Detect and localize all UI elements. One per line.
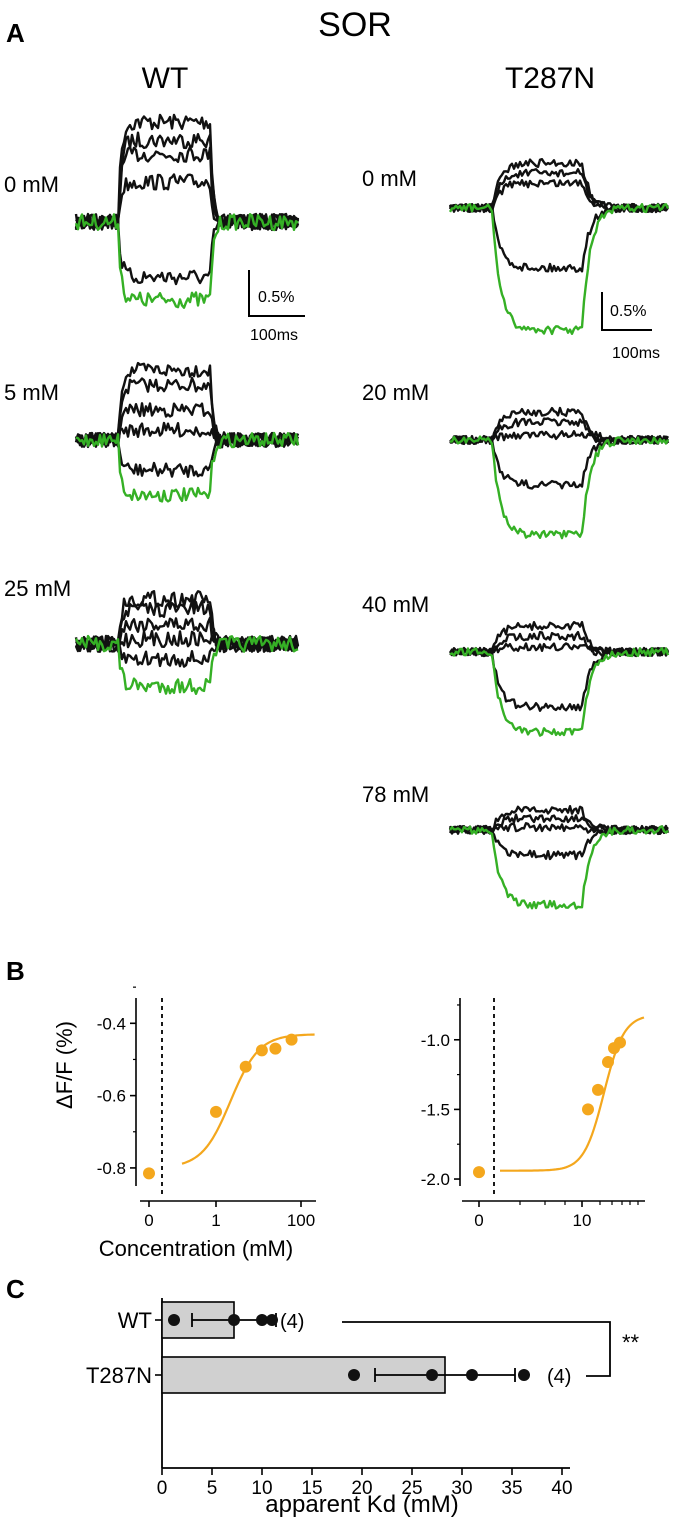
panel-letter-b: B: [6, 956, 25, 986]
trace-black: [448, 822, 669, 835]
b-right-x-tick-label: 10: [573, 1211, 592, 1230]
b-right-y-tick-label: -2.0: [421, 1170, 450, 1189]
trace-group: [74, 361, 300, 503]
wt-row-label-0: 0 mM: [4, 172, 59, 197]
b-right-y-tick-label: -1.0: [421, 1031, 450, 1050]
panel-letter-c: C: [6, 1274, 25, 1304]
b-right-point: [582, 1103, 594, 1116]
b-left-ylabel: ΔF/F (%): [52, 1021, 77, 1109]
b-right-x-tick-label: 0: [474, 1211, 483, 1230]
trace-group: [448, 158, 670, 336]
trace-green: [74, 213, 299, 309]
c-point: [266, 1314, 278, 1326]
c-x-tick-label: 25: [401, 1478, 422, 1499]
mut-scale-x-label: 100ms: [612, 345, 660, 362]
trace-group: [74, 113, 300, 309]
chart-b-left: -0.4 -0.6 -0.8 0 1 100: [97, 986, 316, 1230]
trace-green: [448, 203, 670, 336]
b-right-point: [592, 1083, 604, 1096]
mut-row-label-1: 20 mM: [362, 380, 429, 405]
b-left-point: [285, 1033, 298, 1046]
b-left-point: [269, 1042, 282, 1055]
wt-scale-bar: 0.5% 100ms: [248, 270, 305, 344]
c-significance-label: **: [622, 1330, 640, 1355]
b-left-point: [239, 1060, 252, 1073]
c-n-label: (4): [280, 1311, 304, 1333]
trace-green: [449, 825, 669, 910]
mut-header: T287N: [505, 62, 595, 95]
b-left-y-tick-label: -0.4: [97, 1014, 126, 1033]
trace-black: [74, 113, 300, 232]
c-x-tick-label: 35: [501, 1478, 522, 1499]
wt-row-label-1: 5 mM: [4, 380, 59, 405]
c-x-tick-label: 20: [351, 1478, 372, 1499]
b-left-x-tick-label: 1: [211, 1211, 220, 1230]
b-left-y-tick-label: -0.6: [97, 1087, 126, 1106]
chart-b-right: -1.0 -1.5 -2.0 0 10: [421, 998, 645, 1230]
b-left-x-tick-label: 0: [144, 1211, 153, 1230]
mut-scale-y-label: 0.5%: [610, 303, 646, 320]
c-x-tick-label: 15: [301, 1478, 322, 1499]
trace-group: [448, 805, 670, 910]
c-point: [168, 1314, 180, 1326]
c-point: [348, 1369, 360, 1381]
c-point: [426, 1369, 438, 1381]
c-category-label: WT: [118, 1308, 152, 1333]
trace-green: [74, 634, 299, 695]
chart-c: 0 5 10 15 20 25 30 35 40 WT (4) T287N (4) **: [86, 1298, 640, 1499]
b-left-x-tick-label: 100: [287, 1211, 315, 1230]
c-point: [256, 1314, 268, 1326]
mut-scale-bar: 0.5% 100ms: [601, 292, 660, 362]
c-x-tick-label: 0: [157, 1478, 168, 1499]
b-left-point: [143, 1167, 155, 1180]
b-left-point: [210, 1105, 222, 1118]
wt-scale-y-label: 0.5%: [258, 289, 294, 306]
b-right-point: [602, 1056, 614, 1069]
trace-group: [74, 590, 300, 695]
trace-green: [449, 647, 670, 737]
wt-row-label-2: 25 mM: [4, 576, 71, 601]
b-left-point: [255, 1044, 268, 1057]
c-xlabel: apparent Kd (mM): [265, 1491, 458, 1518]
trace-group: [449, 406, 670, 540]
trace-black: [449, 202, 669, 273]
trace-group: [448, 620, 670, 737]
wt-header: WT: [142, 62, 189, 95]
b-right-y-tick-label: -1.5: [421, 1100, 450, 1119]
panel-a-title: SOR: [318, 6, 392, 44]
c-category-label: T287N: [86, 1363, 152, 1388]
panel-letter-a: A: [6, 18, 25, 48]
b-left-fit-curve: [181, 1033, 315, 1165]
b-left-xlabel: Concentration (mM): [99, 1236, 293, 1261]
trace-green: [450, 435, 670, 540]
c-x-tick-label: 5: [207, 1478, 218, 1499]
mut-row-label-2: 40 mM: [362, 592, 429, 617]
b-left-y-tick-label: -0.8: [97, 1159, 126, 1178]
mut-row-label-3: 78 mM: [362, 782, 429, 807]
c-point: [466, 1369, 478, 1381]
c-x-tick-label: 10: [251, 1478, 272, 1499]
b-right-point: [614, 1036, 626, 1049]
fluorescence-traces: [74, 113, 670, 910]
trace-green: [75, 431, 300, 503]
c-point: [228, 1314, 240, 1326]
c-n-label: (4): [547, 1366, 571, 1388]
mut-row-label-0: 0 mM: [362, 166, 417, 191]
b-right-point: [473, 1166, 485, 1179]
trace-black: [449, 647, 670, 712]
c-point: [518, 1369, 530, 1381]
c-x-tick-label: 30: [451, 1478, 472, 1499]
trace-black: [75, 213, 299, 286]
c-x-tick-label: 40: [551, 1478, 572, 1499]
c-significance-bracket: [342, 1321, 611, 1377]
wt-scale-x-label: 100ms: [250, 327, 298, 344]
